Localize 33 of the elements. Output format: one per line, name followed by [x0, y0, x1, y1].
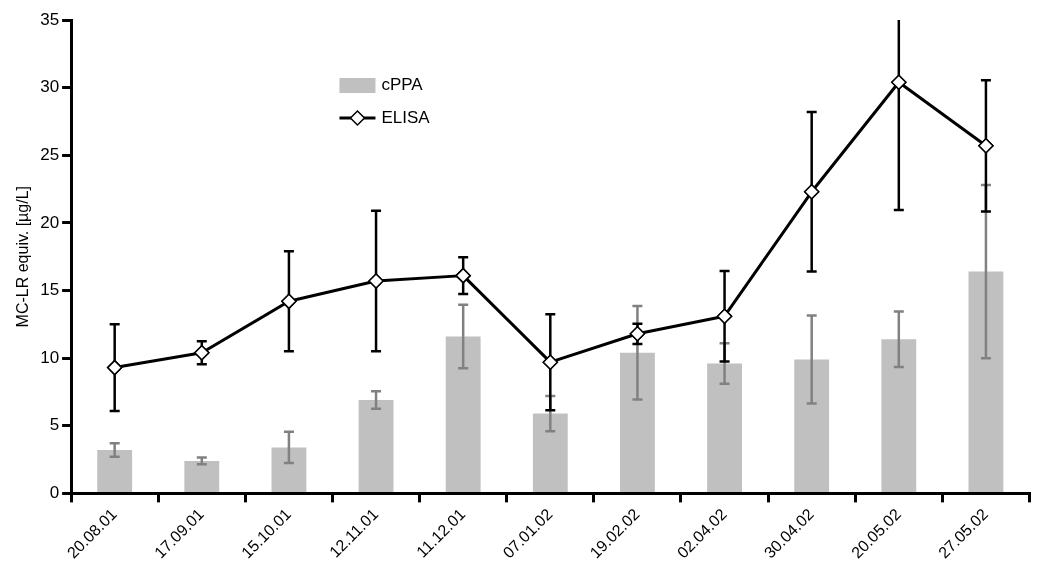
point [542, 354, 559, 370]
bar [271, 447, 307, 492]
bar [794, 359, 830, 492]
point [716, 308, 733, 324]
y-axis-title: MC-LR equiv. [µg/L] [14, 185, 32, 328]
y-tick-label: 30 [40, 77, 60, 97]
legend-label: ELISA [381, 107, 431, 127]
point [978, 138, 994, 154]
point [368, 273, 384, 289]
bar [532, 413, 568, 492]
bar [358, 400, 394, 492]
y-tick-label: 10 [40, 347, 60, 367]
point [281, 293, 297, 310]
y-tick-label: 20 [40, 212, 60, 232]
y-tick-label: 0 [49, 483, 60, 503]
point [891, 74, 907, 90]
point [194, 344, 210, 361]
point [455, 267, 471, 284]
y-tick-label: 25 [40, 144, 60, 164]
bar [445, 336, 481, 492]
y-tick-label: 5 [49, 415, 60, 435]
point [106, 359, 123, 376]
bar [707, 363, 742, 492]
bar [620, 352, 655, 492]
point [803, 184, 820, 200]
y-tick-label: 15 [40, 280, 60, 300]
bar [184, 460, 220, 492]
y-tick-label: 35 [40, 9, 60, 29]
bar [968, 271, 1004, 492]
legend-label: cPPA [381, 74, 424, 94]
bar [881, 339, 917, 492]
bar [97, 450, 133, 492]
point [629, 326, 646, 342]
